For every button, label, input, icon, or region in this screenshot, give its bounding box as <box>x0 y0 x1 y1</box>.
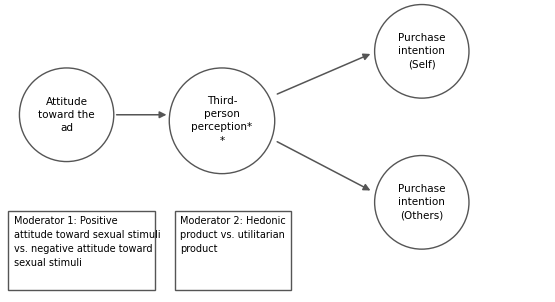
Text: Moderator 1: Positive
attitude toward sexual stimuli
vs. negative attitude towar: Moderator 1: Positive attitude toward se… <box>14 216 160 268</box>
FancyBboxPatch shape <box>8 211 155 290</box>
Text: Moderator 2: Hedonic
product vs. utilitarian
product: Moderator 2: Hedonic product vs. utilita… <box>180 216 286 254</box>
Ellipse shape <box>19 68 114 162</box>
Ellipse shape <box>375 156 469 249</box>
FancyBboxPatch shape <box>175 211 291 290</box>
Ellipse shape <box>375 5 469 98</box>
Ellipse shape <box>169 68 275 174</box>
Text: Purchase
intention
(Self): Purchase intention (Self) <box>398 33 446 69</box>
Text: Purchase
intention
(Others): Purchase intention (Others) <box>398 184 446 220</box>
Text: Attitude
toward the
ad: Attitude toward the ad <box>38 97 95 133</box>
Text: Third-
person
perception*
*: Third- person perception* * <box>191 96 253 146</box>
